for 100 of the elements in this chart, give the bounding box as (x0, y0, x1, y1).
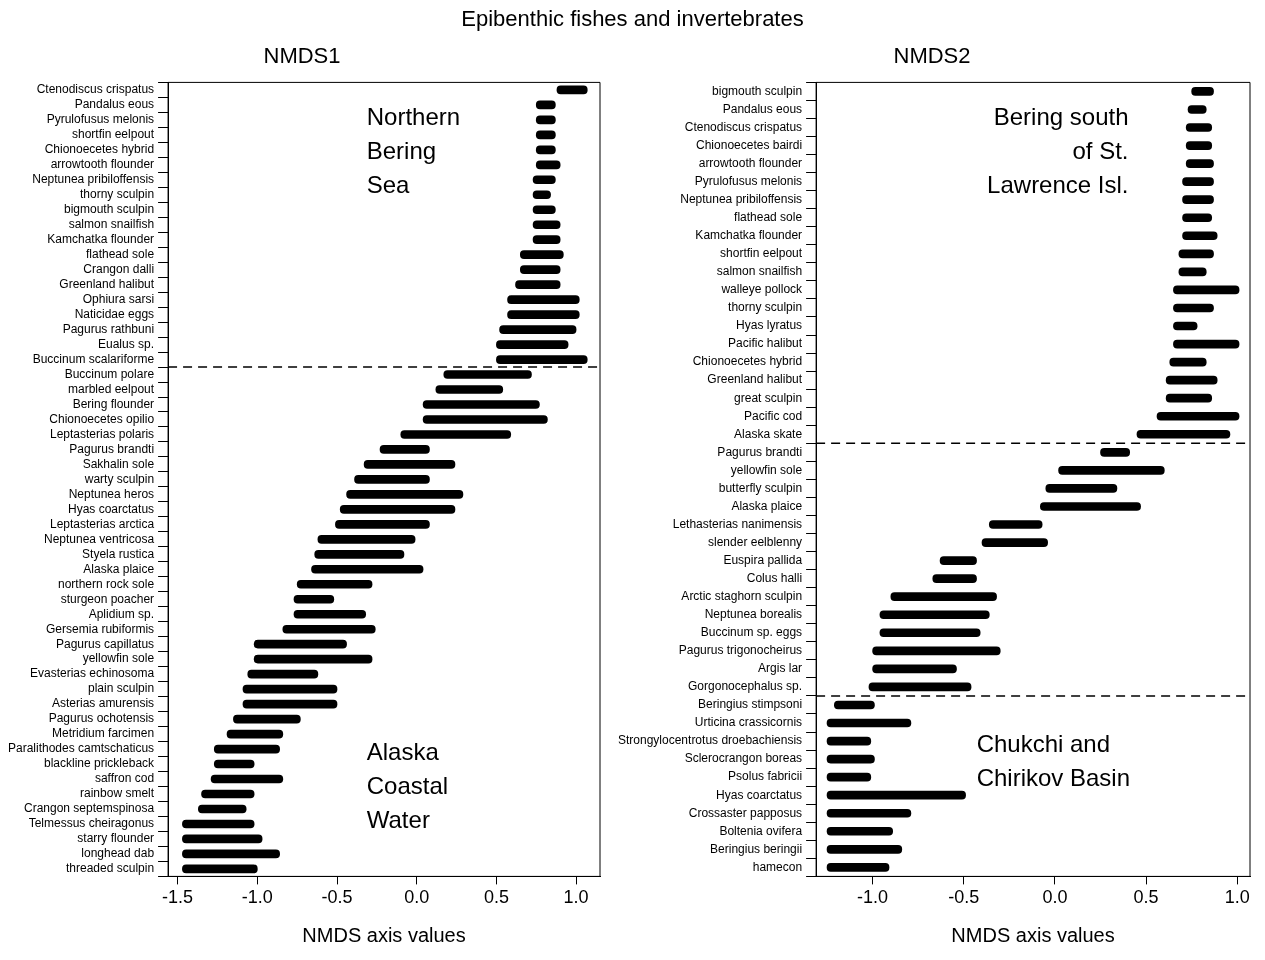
x-tick-label: 0.0 (1042, 887, 1068, 908)
y-tick-label: Pagurus brandti (717, 444, 803, 459)
y-tick-label: Gorgonocephalus sp. (688, 679, 803, 694)
bar (826, 826, 894, 836)
bar (296, 579, 373, 589)
y-tick-label: Neptunea heros (68, 486, 155, 501)
y-tick-label: Asterias amurensis (52, 696, 155, 711)
y-tick-label: salmon snailfish (716, 264, 803, 279)
y-tick-label: plain sculpin (88, 681, 155, 696)
bar (201, 789, 255, 799)
y-tick-label: Neptunea pribiloffensis (680, 192, 803, 207)
y-tick-label: Pagurus ochotensis (48, 711, 155, 726)
bar (242, 699, 338, 709)
bar (1173, 303, 1214, 313)
bar (890, 592, 997, 602)
bar (210, 774, 284, 784)
y-tick-label: Leptasterias arctica (50, 516, 155, 531)
bar (826, 790, 966, 800)
y-tick-label: salmon snailfish (68, 217, 155, 232)
y-tick-label: Pacific cod (744, 408, 803, 423)
chart-title: NMDS1 (263, 43, 341, 69)
y-tick-label: Paralithodes camtschaticus (7, 741, 155, 756)
bar (834, 700, 875, 710)
y-tick-label: Alaska skate (734, 426, 803, 441)
bar (826, 718, 912, 728)
bar (1182, 177, 1214, 186)
bar (335, 520, 430, 529)
y-tick-label: Greenland halibut (707, 372, 803, 387)
bar (1156, 411, 1240, 421)
bar (826, 863, 890, 872)
y-tick-label: Chionoecetes hybrid (44, 142, 155, 157)
bar (314, 549, 405, 559)
y-tick-label: Chionoecetes opilio (49, 411, 155, 426)
bar (198, 804, 247, 814)
y-tick-label: Beringius beringii (710, 841, 803, 856)
bar (379, 445, 430, 454)
bar (1182, 231, 1218, 241)
bar (247, 669, 319, 679)
bar (1040, 502, 1141, 511)
bar (311, 564, 424, 574)
x-tick-label: 0.5 (1133, 887, 1159, 908)
y-tick-label: Pagurus capillatus (56, 636, 155, 651)
bar (519, 265, 561, 274)
y-tick-label: Pagurus brandti (69, 441, 155, 456)
annotation: Bering south of St. Lawrence Isl. (987, 102, 1129, 198)
y-tick-label: longhead dab (81, 846, 155, 861)
y-tick-label: Euspira pallida (723, 552, 803, 567)
bar (182, 834, 263, 844)
y-tick-label: Greenland halibut (59, 276, 155, 291)
bar (879, 628, 981, 638)
bar (496, 355, 588, 364)
chart-subtitle: Epibenthic fishes and invertebrates (460, 5, 805, 33)
y-tick-label: Strongylocentrotus droebachiensis (618, 733, 803, 748)
x-tick-label: -0.5 (948, 887, 980, 908)
y-tick-label: Chionoecetes hybrid (692, 354, 803, 369)
bar (868, 682, 972, 692)
y-tick-label: Pandalus eous (74, 97, 155, 112)
y-tick-label: Pyrulofusus melonis (694, 173, 803, 188)
y-tick-label: Naticidae eggs (74, 306, 155, 321)
bar (293, 594, 335, 604)
y-tick-label: Alaska plaice (731, 498, 803, 513)
bar (515, 280, 561, 289)
y-tick-label: Beringius stimpsoni (698, 697, 803, 712)
bar (507, 295, 580, 304)
y-tick-label: warty sculpin (83, 471, 155, 486)
y-tick-label: flathead sole (734, 210, 803, 225)
x-tick-label: -0.5 (321, 887, 353, 908)
y-tick-label: Ophiura sarsi (82, 291, 155, 306)
bar (1169, 357, 1207, 367)
x-tick-label: -1.0 (241, 887, 273, 908)
bar (1136, 429, 1231, 439)
y-tick-label: Pagurus rathbuni (62, 321, 155, 336)
y-tick-label: saffron cod (94, 771, 155, 786)
bar (253, 654, 373, 664)
bar (981, 538, 1048, 547)
y-tick-label: great sculpin (734, 390, 803, 405)
x-axis-title: NMDS axis values (302, 923, 466, 946)
y-tick-label: Pagurus trigonocheirus (678, 643, 803, 658)
y-tick-label: shortfin eelpout (720, 246, 803, 261)
y-tick-label: rainbow smelt (80, 786, 155, 801)
bar (346, 490, 464, 499)
bar (1173, 339, 1240, 349)
bar (422, 400, 540, 409)
bar (1173, 285, 1240, 295)
y-tick-label: thorny sculpin (728, 300, 803, 315)
bar (872, 646, 1001, 656)
y-tick-label: Leptasterias polaris (50, 426, 155, 441)
y-tick-label: Sclerocrangon boreas (684, 751, 803, 766)
y-tick-label: Bering flounder (72, 396, 155, 411)
y-tick-label: Gersemia rubiformis (46, 621, 155, 636)
y-tick-label: Pacific halibut (728, 336, 803, 351)
bar (182, 864, 258, 874)
bar (988, 520, 1043, 529)
y-tick-label: Sakhalin sole (82, 456, 155, 471)
bar (556, 85, 588, 95)
bar (939, 556, 977, 565)
y-tick-label: Hyas coarctatus (716, 787, 803, 802)
y-tick-label: Ctenodiscus crispatus (684, 119, 803, 134)
y-tick-label: Evasterias echinosoma (30, 666, 155, 681)
y-tick-label: Metridium farcimen (52, 726, 155, 741)
